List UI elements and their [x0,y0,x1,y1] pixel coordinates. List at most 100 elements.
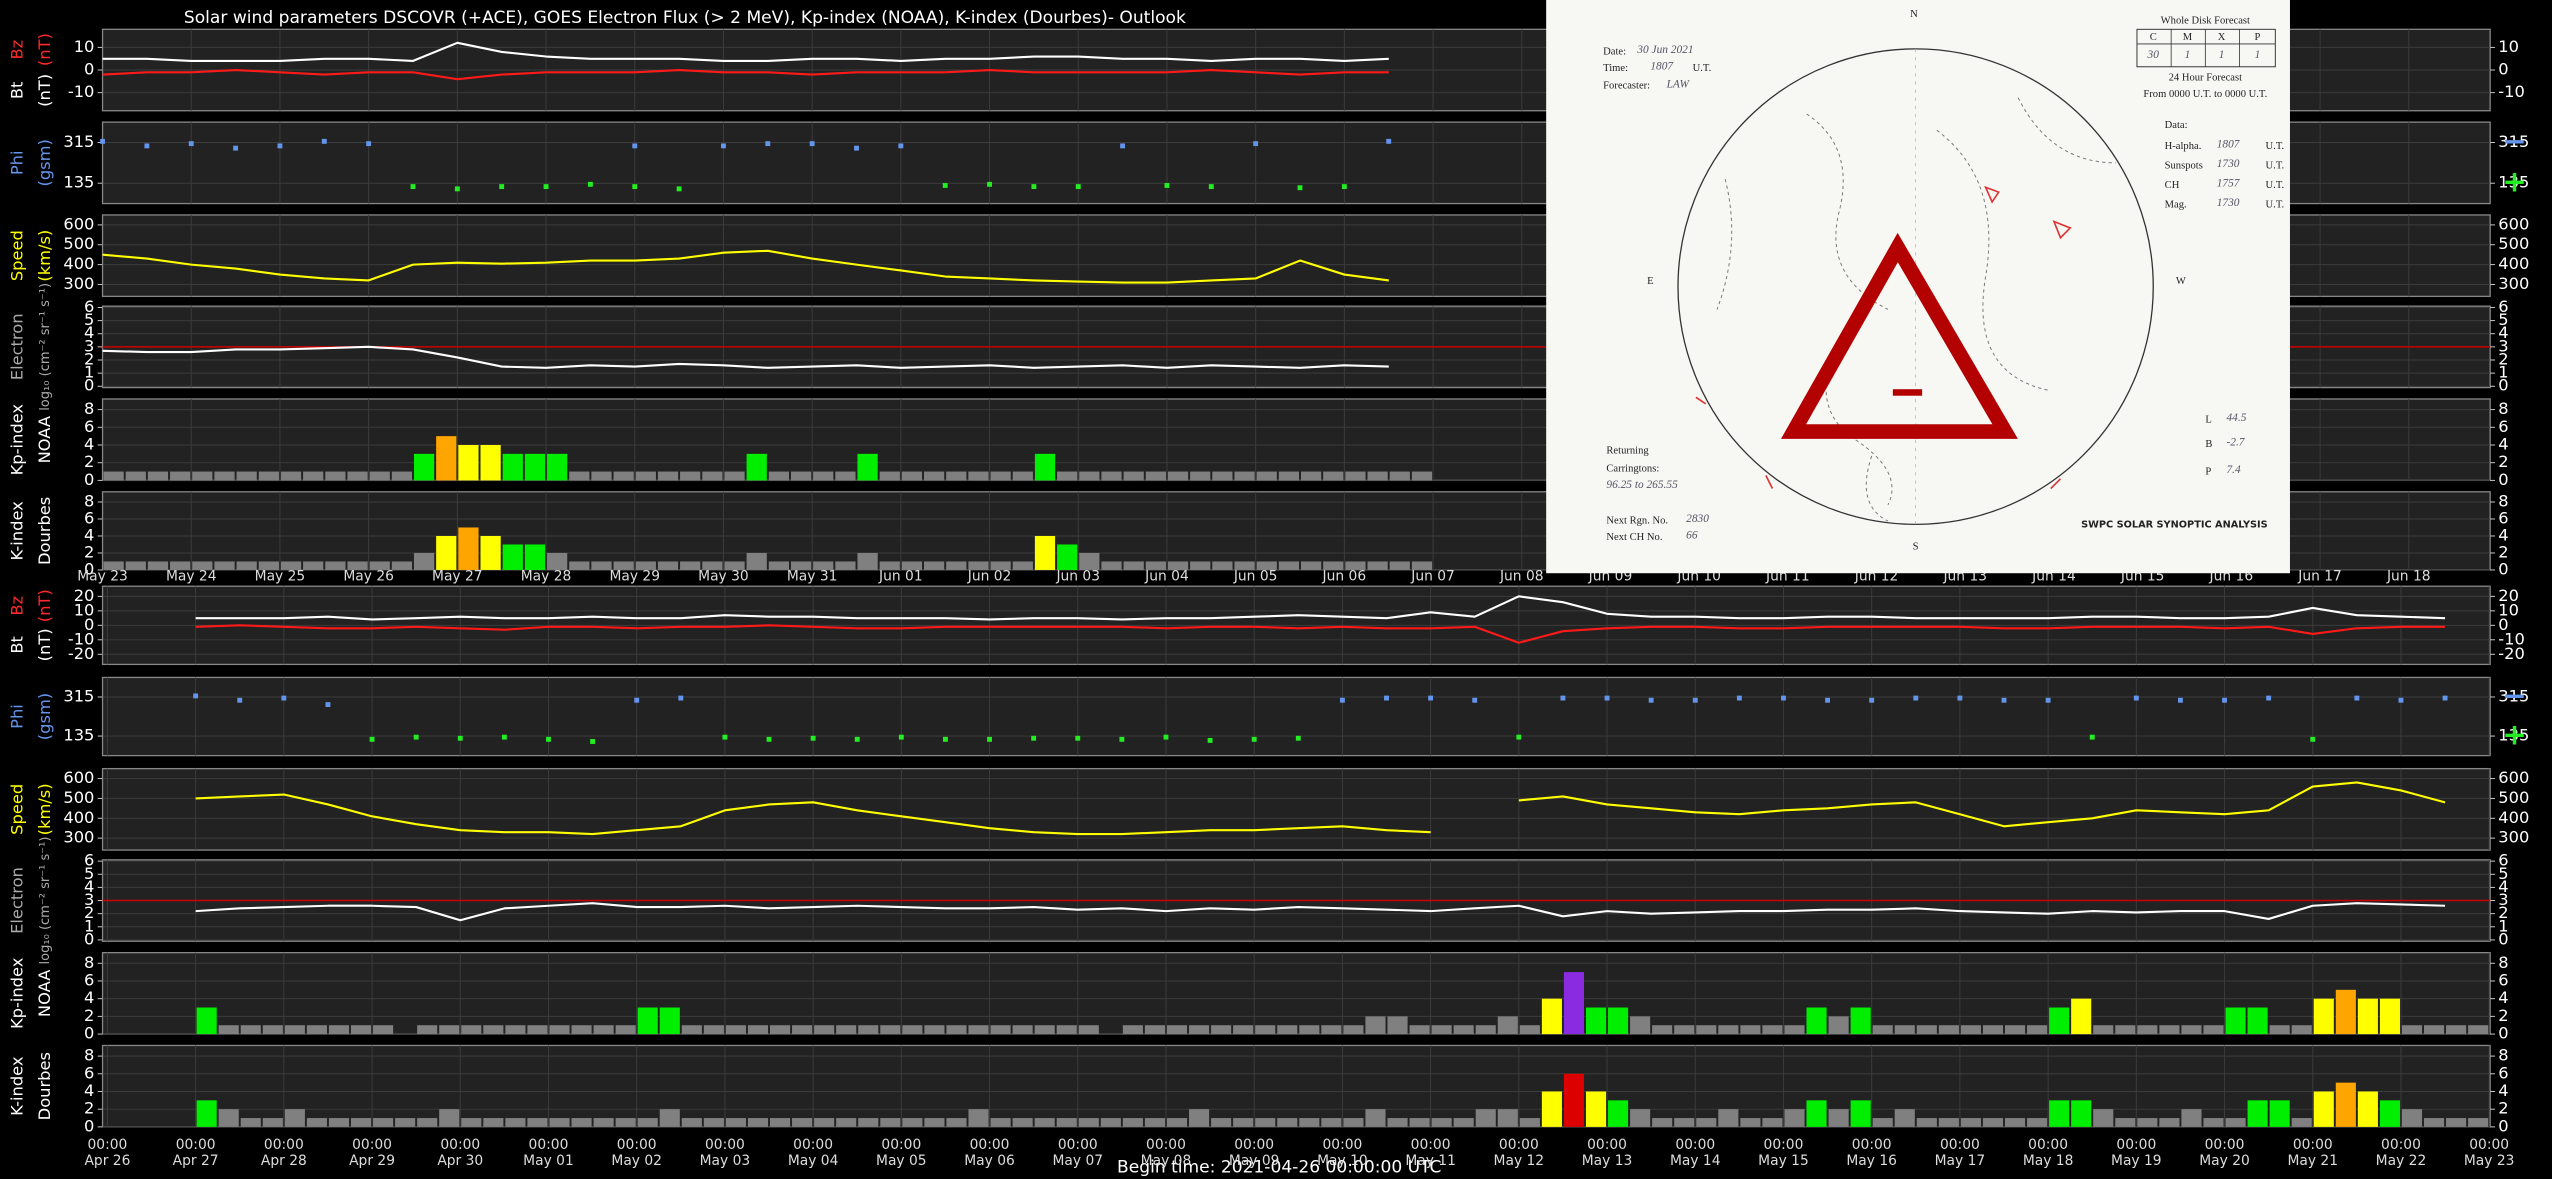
bar [147,471,169,481]
bar [725,1025,746,1035]
y-tick-label: 500 [2498,788,2529,807]
bar [814,1025,835,1035]
x-tick-label: Jun 04 [1144,568,1189,584]
x-tick-label: May 23 [2464,1153,2515,1169]
bar [2137,1025,2158,1035]
bar [1563,972,1585,1035]
x-tick-label: 00:00 [2381,1137,2421,1153]
bar [502,544,523,570]
y-tick-label: -20 [2498,644,2525,663]
y-axis-label: Speed [7,230,26,281]
bar [790,471,812,481]
x-tick-label: 00:00 [352,1137,392,1153]
scatter-point [1384,695,1389,701]
bar [1211,1025,1232,1035]
y-tick-label: 10 [2498,37,2519,56]
bar [2137,1118,2158,1127]
bar [946,561,967,570]
bar [902,1025,923,1035]
y-tick-label: 0 [84,60,94,79]
value: 1730 [2217,158,2240,170]
bar [436,436,457,481]
x-tick-label: May 16 [1846,1153,1897,1169]
bar [1519,1118,1540,1127]
table-cell: 1 [2255,49,2261,61]
bar [1233,1025,1254,1035]
scatter-point [1251,736,1257,742]
panel [101,951,2491,1035]
bar [657,471,679,481]
bar [214,471,235,481]
bar [303,471,324,481]
scatter-point [1648,697,1654,703]
scatter-point [366,141,372,147]
label: U.T. [2266,161,2285,172]
bar [1278,471,1300,481]
value: -2.7 [2226,437,2245,449]
scatter-point [590,739,596,744]
label: Returning [1606,446,1649,457]
x-tick-label: 00:00 [2028,1137,2068,1153]
scatter-point [499,184,505,190]
bar [1079,552,1100,570]
bar [1255,1118,1276,1127]
bar [218,1109,239,1127]
x-tick-label: 00:00 [87,1137,127,1153]
scatter-point [193,693,199,699]
y-tick-label: 4 [2498,1081,2508,1100]
bar [1256,471,1277,481]
series-line [195,902,2446,922]
bar [2071,998,2092,1035]
label: H-alpha. [2165,141,2202,152]
bar [1850,1100,1871,1127]
bar [2357,1091,2378,1127]
bar [1762,1118,1783,1127]
bar [569,471,590,481]
warning-triangle [1780,232,2018,439]
y-tick-label: 6 [84,417,94,436]
y-tick-label: 2 [2498,542,2508,561]
value: 66 [1686,529,1698,541]
bar [1034,453,1056,481]
bar [724,471,745,481]
bar [1101,561,1122,570]
bar [524,453,546,481]
y-tick-label: 8 [84,491,94,510]
bar [2115,1025,2136,1035]
bar [1411,471,1433,481]
bar [702,471,723,481]
y-tick-label: 2 [2498,903,2508,922]
bar [613,561,634,570]
label: L [2205,415,2211,426]
bar [1343,1025,1364,1035]
y-tick-label: 315 [2498,686,2529,705]
y-axis-label: (gsm) [35,139,54,186]
y-tick-label: 135 [63,173,94,192]
bar [1166,1118,1188,1127]
y-tick-label: 6 [2498,970,2508,989]
y-axis-label: log₁₀ (cm⁻² sr⁻¹ s⁻¹) [38,283,53,411]
y-tick-label: 3 [84,336,94,355]
x-tick-label: Jun 06 [1322,568,1367,584]
x-tick-label: Apr 30 [437,1153,483,1169]
scatter-point [457,735,463,741]
y-tick-label: 315 [63,132,94,151]
x-tick-label: 00:00 [1587,1137,1627,1153]
y-tick-label: 6 [84,851,94,870]
y-tick-label: 8 [2498,491,2508,510]
bar [1740,1025,1761,1035]
y-tick-label: 20 [74,586,95,605]
y-tick-label: 0 [84,929,94,948]
bar [1497,1016,1518,1035]
bar [1234,561,1255,570]
bar [1784,1109,1805,1127]
y-tick-label: 0 [84,470,94,489]
scatter-point [632,143,638,149]
bar [2401,1109,2423,1127]
bar [1321,1118,1342,1127]
bar [1784,1025,1805,1035]
y-tick-label: 2 [84,1006,94,1025]
x-tick-label: May 13 [1582,1153,1633,1169]
y-tick-label: 135 [63,726,94,745]
scatter-point [1472,697,1478,703]
